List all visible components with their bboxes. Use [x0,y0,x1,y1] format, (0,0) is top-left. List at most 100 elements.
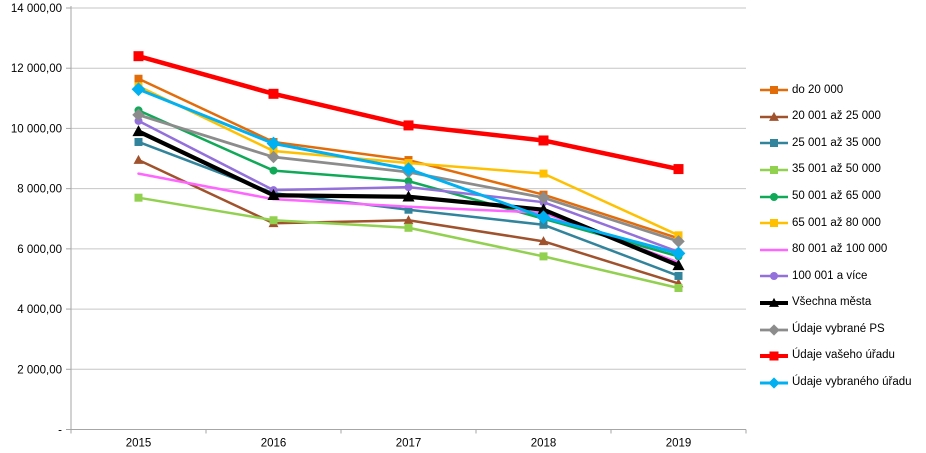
series-35-001-a-50-000 [134,193,683,292]
legend-marker-sample [770,86,778,95]
series-marker-v-echna-m-sta-2016 [267,188,280,200]
legend-marker-25-001-a-35-000 [760,139,788,148]
x-axis-label-2019: 2019 [666,438,692,450]
series-marker-35-001-a-50-000-2015 [134,193,143,202]
series-marker-50-001-a-65-000-2016 [269,166,278,175]
series-marker-20-001-a-25-000-2018 [538,236,549,246]
series-marker-25-001-a-35-000-2019 [674,271,683,280]
y-axis-label-14000: 14 000,00 [11,3,62,15]
legend-marker-daje-va-eho-adu [760,351,788,361]
series-marker-65-001-a-80-000-2018 [539,169,548,178]
legend-marker-sample [770,219,778,228]
legend-marker-sample [768,324,780,336]
series-marker-v-echna-m-sta-2015 [132,125,145,137]
legend-marker-sample [770,192,778,201]
series-20-001-a-25-000 [133,154,684,288]
legend-marker-35-001-a-50-000 [760,166,788,175]
series-marker-35-001-a-50-000-2018 [539,252,548,261]
legend-marker-100-001-a-v-ce [760,272,788,281]
legend-marker-sample [770,139,778,148]
series-marker-35-001-a-50-000-2019 [674,283,683,292]
y-axis-label-6000: 6 000,00 [17,244,62,256]
series-line-daje-va-eho-adu [136,53,681,172]
legend-marker-20-001-a-25-000 [760,111,788,121]
legend-item-20-001-a-25-000: 20 001 až 25 000 [759,104,912,131]
series-marker-35-001-a-50-000-2017 [404,223,413,232]
y-axis-label-2000: 2 000,00 [17,364,62,376]
series-marker-20-001-a-25-000-2017 [403,215,414,225]
legend-marker-65-001-a-80-000 [760,219,788,228]
y-axis-label-10000: 10 000,00 [11,123,62,135]
series-marker-daje-va-eho-adu-2018 [538,135,549,146]
series-marker-daje-va-eho-adu-2019 [673,164,684,175]
series-marker-daje-vybran-ho-adu-2017 [401,162,416,176]
series-marker-daje-vybran-ps-2019 [672,235,685,248]
series-marker-daje-va-eho-adu-2015 [133,51,144,62]
series-marker-daje-vybran-ps-2018 [537,191,550,204]
series-marker-25-001-a-35-000-2018 [539,220,548,229]
y-axis-label-8000: 8 000,00 [17,184,62,196]
y-axis-label-12000: 12 000,00 [11,63,62,75]
x-axis-label-2017: 2017 [396,438,422,450]
x-axis-label-2018: 2018 [531,438,557,450]
legend-item-daje-vybran-ho-adu: Údaje vybraného úřadu [759,370,912,397]
legend-item-25-001-a-35-000: 25 001 až 35 000 [759,130,912,157]
line-chart-plot-area: 14 000,00 12 000,00 10 000,00 8 000,00 6 000… [11,3,747,450]
legend-marker-80-001-a-100-000 [760,248,788,252]
legend-label-25-001-a-35-000: 25 001 až 35 000 [792,136,881,149]
legend-marker-50-001-a-65-000 [760,192,788,201]
series-marker-v-echna-m-sta-2017 [402,190,415,202]
series-marker-daje-vybran-ho-adu-2016 [266,136,281,151]
y-axis-label-4000: 4 000,00 [17,304,62,316]
legend-label-daje-vybran-ho-adu: Údaje vybraného úřadu [792,376,912,389]
series-marker-20-001-a-25-000-2015 [133,154,144,164]
series-marker-daje-vybran-ho-adu-2015 [131,82,146,97]
series-marker-daje-va-eho-adu-2017 [403,120,414,131]
legend-item-65-001-a-80-000: 65 001 až 80 000 [759,210,912,237]
series-daje-va-eho-adu [133,51,684,175]
series-marker-daje-va-eho-adu-2016 [268,88,279,99]
legend-marker-sample [769,351,779,361]
legend-marker-do-20-000 [760,86,788,95]
series-marker-35-001-a-50-000-2016 [269,216,278,225]
series-marker-v-echna-m-sta-2019 [672,259,685,271]
chart-legend: do 20 000 20 001 až 25 000 25 001 až 35 00… [759,77,912,396]
legend-item-35-001-a-50-000: 35 001 až 50 000 [759,157,912,184]
series-marker-daje-vybran-ps-2015 [132,108,145,122]
legend-item-80-001-a-100-000: 80 001 až 100 000 [759,237,912,264]
legend-label-35-001-a-50-000: 35 001 až 50 000 [792,163,881,176]
legend-label-100-001-a-v-ce: 100 001 a více [792,269,868,282]
legend-label-20-001-a-25-000: 20 001 až 25 000 [792,110,881,123]
legend-item-50-001-a-65-000: 50 001 až 65 000 [759,183,912,210]
x-axis-label-2016: 2016 [261,438,287,450]
x-axis-label-2015: 2015 [126,438,152,450]
series-marker-25-001-a-35-000-2017 [404,205,413,214]
legend-marker-sample [769,111,779,121]
legend-label-v-echna-m-sta: Všechna města [792,296,872,309]
legend-marker-v-echna-m-sta [760,297,788,307]
legend-item-do-20-000: do 20 000 [759,77,912,104]
series-marker-v-echna-m-sta-2018 [537,203,550,215]
legend-marker-daje-vybran-ps [760,324,788,336]
legend-item-v-echna-m-sta: Všechna města [759,290,912,317]
legend-label-daje-vybran-ps: Údaje vybrané PS [792,322,885,335]
series-daje-vybran-ho-adu [131,82,686,261]
legend-marker-sample [770,272,778,281]
legend-label-daje-va-eho-adu: Údaje vašeho úřadu [792,349,895,362]
legend-marker-sample [768,377,780,389]
legend-marker-daje-vybran-ho-adu [760,377,788,389]
series-marker-25-001-a-35-000-2015 [134,137,143,146]
legend-label-50-001-a-65-000: 50 001 až 65 000 [792,189,881,202]
legend-label-65-001-a-80-000: 65 001 až 80 000 [792,216,881,229]
legend-label-80-001-a-100-000: 80 001 až 100 000 [792,243,888,256]
series-marker-daje-vybran-ps-2016 [267,150,280,164]
legend-marker-sample [769,297,779,307]
legend-item-daje-va-eho-adu: Údaje vašeho úřadu [759,343,912,370]
legend-marker-sample [770,166,778,175]
series-marker-do-20-000-2015 [134,74,143,83]
legend-label-do-20-000: do 20 000 [792,83,844,96]
series-marker-daje-vybran-ho-adu-2019 [671,246,686,261]
series-marker-daje-vybran-ho-adu-2018 [536,210,551,225]
legend-item-daje-vybran-ps: Údaje vybrané PS [759,316,912,343]
